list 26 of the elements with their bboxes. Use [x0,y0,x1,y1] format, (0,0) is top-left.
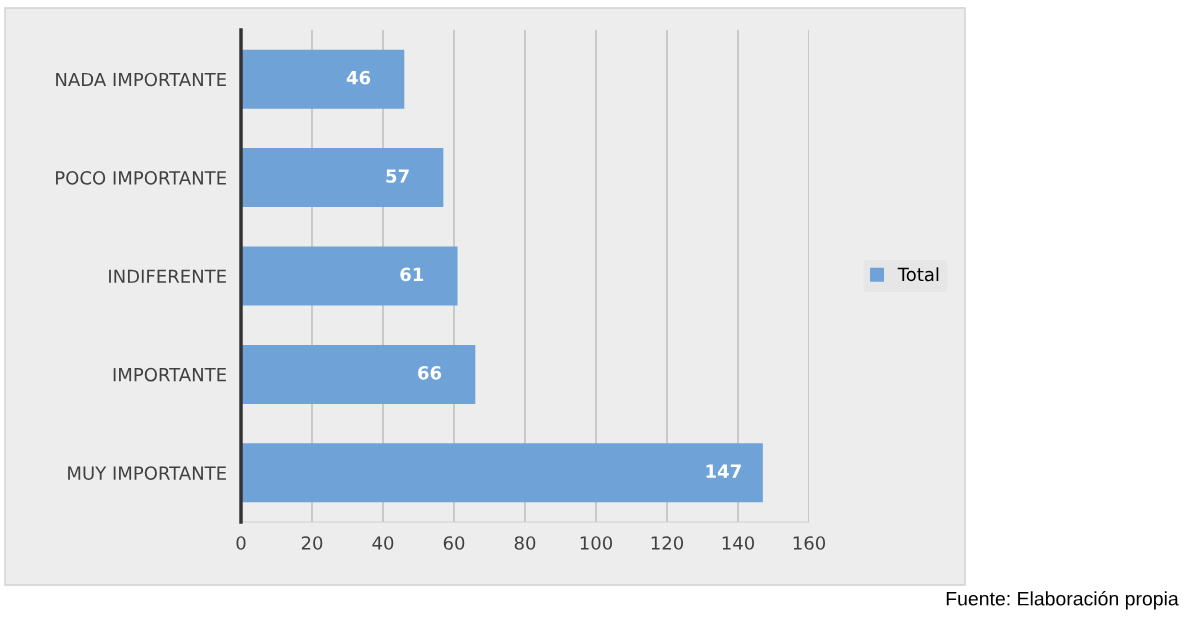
y-tick-label: NADA IMPORTANTE [56,72,226,87]
x-tick-label: 80 [514,536,536,550]
bar [241,148,444,208]
x-tick-label: 100 [580,536,613,550]
x-tick-label: 160 [793,536,826,550]
x-tick-label: 60 [443,536,465,550]
data-label: 46 [346,70,371,85]
x-tick-label: 120 [651,536,684,550]
bar [241,49,405,109]
y-tick-label: IMPORTANTE [113,367,226,382]
bar [241,246,458,306]
bar [241,443,763,503]
x-tick-label: 20 [301,536,323,550]
data-label: 66 [418,366,442,380]
bar [241,344,476,404]
y-tick-label: INDIFERENTE [109,269,226,283]
x-tick-label: 140 [722,536,755,550]
legend-label: Total [897,267,939,282]
data-label: 57 [386,169,409,183]
data-label: 61 [400,267,424,282]
x-tick-label: 40 [372,536,394,550]
data-label: 147 [706,464,741,478]
y-tick-label: POCO IMPORTANTE [56,171,226,185]
x-tick-label: 0 [236,536,246,550]
source-note: Fuente: Elaboración propia [946,591,1179,610]
y-tick-label: MUY IMPORTANTE [68,466,226,480]
